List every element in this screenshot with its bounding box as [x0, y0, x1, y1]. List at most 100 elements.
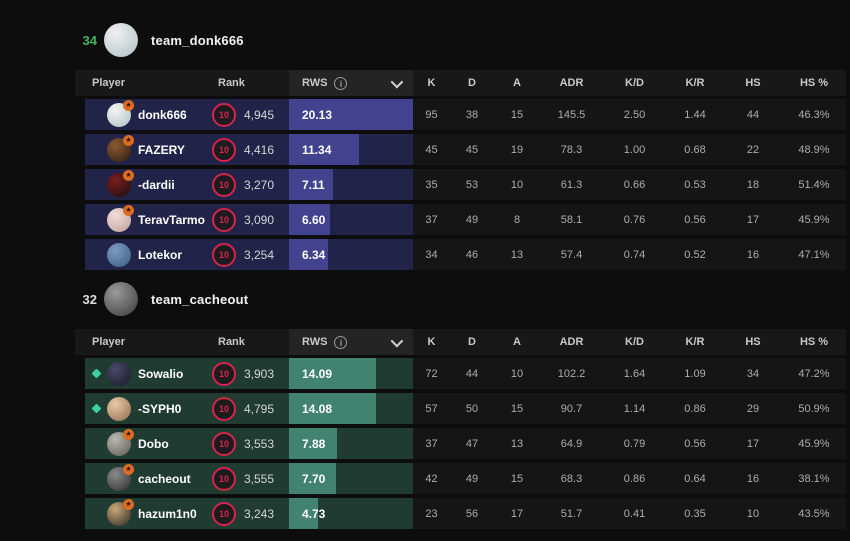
team-avatar[interactable]: [104, 23, 138, 57]
table-header-row: Player Rank RWS i K D A ADR K/D K/R HS HS %: [75, 329, 846, 355]
player-row[interactable]: -SYPH0 10 4,795 14.08 57 50 15 90.7 1.14 0.86 29 50…: [85, 393, 846, 424]
player-avatar[interactable]: ★: [107, 498, 134, 526]
player-name[interactable]: donk666: [138, 107, 187, 122]
column-header-a: A: [513, 336, 521, 348]
rws-bar: [289, 99, 413, 130]
rws-cell: 14.09: [289, 358, 413, 389]
column-header-k: K: [427, 336, 436, 348]
player-avatar[interactable]: ★: [107, 428, 134, 456]
player-avatar[interactable]: ★: [107, 169, 134, 197]
rank-cell: 10 3,555: [205, 463, 289, 494]
player-row[interactable]: ★ -dardii 10 3,270 7.11 35 53 10 61.3 0.66 0.53 18 5…: [85, 169, 846, 200]
player-cell: Lotekor: [85, 239, 205, 270]
rank-value: 4,795: [244, 401, 275, 416]
star-badge-icon: ★: [123, 134, 134, 146]
stat-cells: 23 56 17 51.7 0.41 0.35 10 43.5%: [413, 498, 846, 529]
rws-value: 7.11: [302, 177, 325, 192]
player-name[interactable]: hazum1n0: [138, 506, 197, 521]
player-name[interactable]: Lotekor: [138, 247, 183, 262]
stat-a: 10: [510, 178, 524, 191]
stat-k-r: 1.09: [684, 367, 706, 380]
player-row[interactable]: ★ TeravTarmo 10 3,090 6.60 37 49 8 58.1 0.76 0.56 1…: [85, 204, 846, 235]
rank-value: 3,270: [244, 177, 275, 192]
player-avatar[interactable]: ★: [107, 99, 134, 127]
player-row[interactable]: Lotekor 10 3,254 6.34 34 46 13 57.4 0.74 0.52 16 47…: [85, 239, 846, 270]
star-badge-icon: ★: [123, 498, 134, 510]
player-row[interactable]: Sowalio 10 3,903 14.09 72 44 10 102.2 1.64 1.09 34…: [85, 358, 846, 389]
team-name[interactable]: team_cacheout: [151, 291, 249, 307]
stat-k-r: 0.35: [684, 507, 706, 520]
star-badge-icon: ★: [123, 463, 134, 475]
rank-value: 3,903: [244, 366, 275, 381]
team-avatar[interactable]: [104, 282, 138, 316]
stat-column-headers: K D A ADR K/D K/R HS HS %: [413, 70, 846, 96]
player-row[interactable]: ★ donk666 10 4,945 20.13 95 38 15 145.5 2.50 1.44 4…: [85, 99, 846, 130]
rank-cell: 10 3,903: [205, 358, 289, 389]
column-header-d: D: [468, 336, 476, 348]
stat-hs-: 38.1%: [798, 472, 830, 485]
stat-k-d: 0.79: [623, 437, 646, 450]
player-avatar[interactable]: ★: [107, 204, 134, 232]
player-avatar[interactable]: ★: [107, 463, 134, 491]
faceit-level-10-icon: 10: [212, 466, 236, 491]
player-avatar[interactable]: [107, 361, 131, 386]
player-name[interactable]: -SYPH0: [138, 401, 182, 416]
stat-hs: 44: [746, 108, 760, 121]
column-header-adr: ADR: [559, 336, 584, 348]
stat-a: 10: [510, 367, 524, 380]
stat-k-r: 0.56: [684, 437, 706, 450]
rws-column-dropdown[interactable]: RWS i: [289, 70, 413, 96]
column-header-k-d: K/D: [625, 77, 644, 89]
chevron-down-icon[interactable]: [390, 75, 404, 88]
player-avatar[interactable]: ★: [107, 134, 134, 162]
stat-hs-: 45.9%: [798, 437, 830, 450]
star-badge-icon: ★: [123, 204, 134, 216]
rws-cell: 6.60: [289, 204, 413, 235]
faceit-level-10-icon: 10: [212, 207, 236, 232]
player-name[interactable]: -dardii: [138, 177, 175, 192]
player-rows: Sowalio 10 3,903 14.09 72 44 10 102.2 1.64 1.09 34…: [85, 358, 846, 529]
column-header-hs: HS: [745, 336, 761, 348]
stat-a: 15: [510, 472, 524, 485]
rws-column-dropdown[interactable]: RWS i: [289, 329, 413, 355]
rank-value: 3,553: [244, 436, 275, 451]
stat-d: 45: [465, 143, 479, 156]
column-header-k-r: K/R: [685, 77, 705, 89]
column-header-k-r: K/R: [685, 336, 705, 348]
player-avatar[interactable]: [107, 242, 131, 267]
team-name[interactable]: team_donk666: [151, 32, 244, 48]
player-name[interactable]: Sowalio: [138, 366, 184, 381]
info-icon[interactable]: i: [334, 76, 348, 90]
player-cell: -SYPH0: [85, 393, 205, 424]
rws-bar: [289, 239, 329, 270]
stat-k-d: 0.76: [623, 213, 646, 226]
player-row[interactable]: ★ Dobo 10 3,553 7.88 37 47 13 64.9 0.79 0.56 17 45.9…: [85, 428, 846, 459]
stat-adr: 51.7: [560, 507, 583, 520]
column-header-k: K: [427, 77, 436, 89]
stat-k-d: 1.14: [623, 402, 646, 415]
player-name[interactable]: FAZERY: [138, 142, 185, 157]
player-avatar[interactable]: [107, 396, 131, 421]
player-cell: ★ cacheout: [85, 463, 205, 494]
star-badge-icon: ★: [123, 428, 134, 440]
player-cell: ★ -dardii: [85, 169, 205, 200]
stat-hs: 16: [746, 472, 760, 485]
stat-k: 37: [425, 437, 438, 450]
column-header-hs-: HS %: [799, 77, 829, 89]
player-name[interactable]: TeravTarmo: [138, 212, 205, 227]
column-header-player: Player: [92, 336, 126, 348]
chevron-down-icon[interactable]: [390, 334, 404, 347]
player-row[interactable]: ★ cacheout 10 3,555 7.70 42 49 15 68.3 0.86 0.64 16…: [85, 463, 846, 494]
rank-value: 3,243: [244, 506, 275, 521]
stat-cells: 37 49 8 58.1 0.76 0.56 17 45.9%: [413, 204, 846, 235]
stat-cells: 34 46 13 57.4 0.74 0.52 16 47.1%: [413, 239, 846, 270]
player-row[interactable]: ★ hazum1n0 10 3,243 4.73 23 56 17 51.7 0.41 0.35 10…: [85, 498, 846, 529]
info-icon[interactable]: i: [334, 335, 348, 349]
player-name[interactable]: cacheout: [138, 471, 191, 486]
stat-hs: 17: [746, 213, 760, 226]
team-scoreboard-table: Player Rank RWS i K D A ADR K/D K/R HS HS % ★ do…: [75, 70, 846, 274]
faceit-level-10-icon: 10: [212, 501, 236, 526]
rws-bar: [289, 134, 359, 165]
player-row[interactable]: ★ FAZERY 10 4,416 11.34 45 45 19 78.3 1.00 0.68 22 4…: [85, 134, 846, 165]
player-name[interactable]: Dobo: [138, 436, 169, 451]
